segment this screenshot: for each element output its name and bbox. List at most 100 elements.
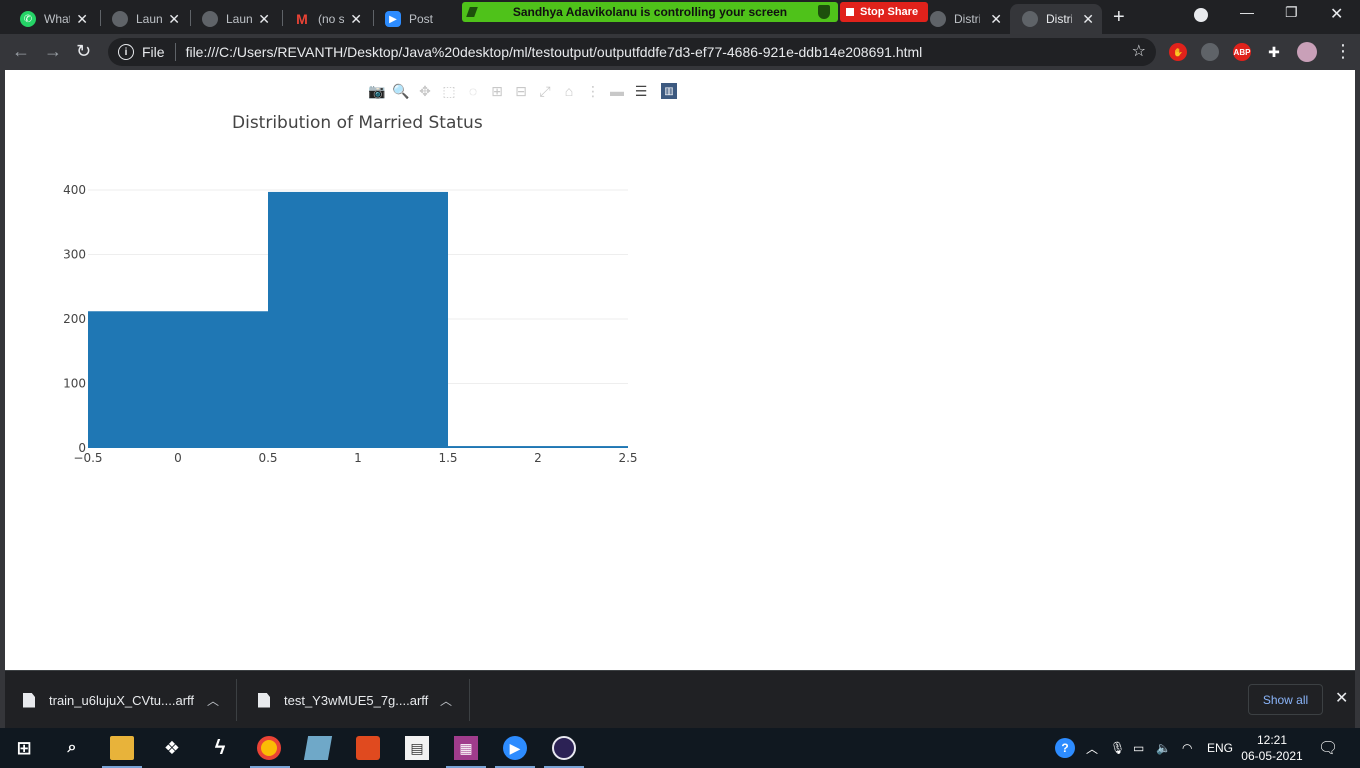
sourcetree-icon[interactable]: ϟ xyxy=(214,736,226,759)
tab-gmail[interactable]: M (no subject) ✕ xyxy=(282,4,370,34)
clock[interactable]: 12:21 06-05-2021 xyxy=(1240,732,1304,764)
microphone-icon[interactable]: 🎙 xyxy=(1110,741,1126,755)
eclipse-icon[interactable] xyxy=(552,736,576,760)
scheme-label: File xyxy=(142,44,165,60)
puzzle-icon[interactable]: ✚ xyxy=(1268,43,1280,60)
tab-distribution-1[interactable]: Distribution ✕ xyxy=(918,4,1010,34)
bookmark-star-icon[interactable]: ☆ xyxy=(1131,43,1146,60)
download-item[interactable]: test_Y3wMUE5_7g....arff ︿ xyxy=(258,671,452,729)
y-tick-label: 0 xyxy=(78,441,86,455)
new-tab-button[interactable]: + xyxy=(1113,6,1125,28)
zoom-in-icon[interactable]: ⊞ xyxy=(491,82,503,99)
hover-closest-icon[interactable]: ▬ xyxy=(610,83,624,99)
search-icon[interactable]: ⌕ xyxy=(67,739,77,756)
downloads-bar: train_u6lujuX_CVtu....arff ︿ test_Y3wMUE… xyxy=(5,670,1355,728)
volume-icon[interactable]: 🔈 xyxy=(1156,741,1171,755)
close-icon[interactable]: ✕ xyxy=(990,11,1002,27)
chevron-up-icon[interactable]: ︿ xyxy=(440,693,453,708)
pan-icon[interactable]: ✥ xyxy=(419,82,431,99)
address-bar[interactable]: i File file:///C:/Users/REVANTH/Desktop/… xyxy=(108,38,1156,66)
tab-launch-meeting-2[interactable]: Launch Meeting ✕ xyxy=(190,4,278,34)
forward-button[interactable]: → xyxy=(44,41,62,61)
battery-icon[interactable]: ▭ xyxy=(1133,741,1145,755)
tab-title: Distribution xyxy=(1046,12,1072,26)
minimize-button[interactable]: — xyxy=(1240,4,1254,20)
taskbar: ⊞ ⌕ ❖ ϟ ▤ ▦ ▶ ? ︿ 🎙 ▭ 🔈 ◠ ENG 12:21 06-0… xyxy=(0,728,1360,768)
histogram-bar[interactable] xyxy=(448,446,628,448)
wifi-icon[interactable]: ◠ xyxy=(1182,741,1193,755)
zoom-out-icon[interactable]: ⊟ xyxy=(515,82,527,99)
download-item[interactable]: train_u6lujuX_CVtu....arff ︿ xyxy=(23,671,219,729)
autoscale-icon[interactable]: ⤢ xyxy=(539,82,551,99)
winrar-icon[interactable]: ▦ xyxy=(454,736,478,760)
tab-title: Post xyxy=(409,12,434,26)
chevron-up-icon[interactable]: ︿ xyxy=(1086,741,1099,756)
notifications-icon[interactable]: 🗨 xyxy=(1318,740,1339,757)
globe-icon[interactable] xyxy=(1201,43,1219,61)
box-select-icon[interactable]: ⬚ xyxy=(442,82,456,99)
plotly-logo-icon[interactable]: ▥ xyxy=(661,83,677,99)
close-icon[interactable]: ✕ xyxy=(1082,11,1094,27)
hover-compare-icon[interactable]: ☰ xyxy=(634,82,648,99)
whatsapp-icon: ✆ xyxy=(20,11,36,27)
file-explorer-icon[interactable] xyxy=(110,736,134,760)
notes-app-icon[interactable] xyxy=(303,736,333,760)
windows-start-icon[interactable]: ⊞ xyxy=(16,737,32,758)
home-icon[interactable]: ⌂ xyxy=(564,83,574,99)
y-tick-label: 400 xyxy=(63,183,86,197)
x-tick-label: 0 xyxy=(174,451,182,465)
tab-search-icon[interactable] xyxy=(1194,8,1208,22)
tab-distribution-active[interactable]: Distribution ✕ xyxy=(1010,4,1102,34)
url-text[interactable]: file:///C:/Users/REVANTH/Desktop/Java%20… xyxy=(185,44,923,60)
close-icon[interactable]: ✕ xyxy=(350,11,362,27)
close-window-button[interactable]: ✕ xyxy=(1330,6,1344,23)
office-icon[interactable] xyxy=(356,736,380,760)
menu-kebab-icon[interactable]: ⋮ xyxy=(1334,41,1352,61)
file-icon xyxy=(258,692,270,708)
python-file-icon[interactable]: ▤ xyxy=(405,736,429,760)
info-icon[interactable]: i xyxy=(118,44,134,60)
show-all-button[interactable]: Show all xyxy=(1248,684,1323,715)
help-icon[interactable]: ? xyxy=(1055,728,1075,768)
histogram-bar[interactable] xyxy=(268,191,448,448)
camera-icon[interactable]: 📷 xyxy=(368,82,386,99)
adblock-icon[interactable]: ABP xyxy=(1233,43,1251,61)
x-tick-label: 2 xyxy=(534,451,542,465)
tab-title: Distribution xyxy=(954,12,980,26)
close-icon[interactable]: ✕ xyxy=(1335,690,1349,707)
reload-button[interactable]: ↻ xyxy=(76,41,92,61)
globe-icon xyxy=(112,11,128,27)
tab-zoom-post[interactable]: ▶ Post xyxy=(373,4,461,34)
spike-lines-icon[interactable]: ⋮ xyxy=(586,82,600,99)
lasso-select-icon[interactable]: ◌ xyxy=(468,83,478,99)
hand-stop-icon[interactable]: ✋ xyxy=(1169,43,1187,61)
zoom-icon: ▶ xyxy=(385,11,401,27)
x-tick-label: 0.5 xyxy=(258,451,277,465)
stop-share-button[interactable]: Stop Share xyxy=(840,2,928,22)
x-tick-label: −0.5 xyxy=(73,451,102,465)
tab-whatsapp[interactable]: ✆ WhatsApp ✕ xyxy=(8,4,96,34)
page-content: 📷 🔍 ✥ ⬚ ◌ ⊞ ⊟ ⤢ ⌂ ⋮ ▬ ☰ ▥ Distribution o… xyxy=(5,70,1355,670)
chevron-up-icon[interactable]: ︿ xyxy=(207,693,220,708)
restore-button[interactable]: ❐ xyxy=(1285,4,1298,20)
close-icon[interactable]: ✕ xyxy=(168,11,180,27)
profile-avatar-icon[interactable] xyxy=(1297,42,1317,62)
browser-toolbar: ← → ↻ i File file:///C:/Users/REVANTH/De… xyxy=(0,34,1360,70)
tab-strip: ✆ WhatsApp ✕ Launch Meeting ✕ Launch Mee… xyxy=(0,0,1360,34)
histogram-bar[interactable] xyxy=(88,311,268,448)
close-icon[interactable]: ✕ xyxy=(76,11,88,27)
clock-date: 06-05-2021 xyxy=(1241,749,1303,763)
zoom-icon[interactable]: 🔍 xyxy=(392,82,410,99)
zoom-icon[interactable]: ▶ xyxy=(503,736,527,760)
clock-time: 12:21 xyxy=(1256,733,1288,747)
close-icon[interactable]: ✕ xyxy=(258,11,270,27)
dropbox-icon[interactable]: ❖ xyxy=(163,737,181,758)
tab-title: WhatsApp xyxy=(44,12,70,26)
chrome-icon[interactable] xyxy=(257,736,281,760)
stop-icon xyxy=(846,8,854,16)
back-button[interactable]: ← xyxy=(12,41,30,61)
language-indicator[interactable]: ENG xyxy=(1207,741,1234,755)
shield-icon xyxy=(818,5,830,19)
tab-launch-meeting-1[interactable]: Launch Meeting ✕ xyxy=(100,4,188,34)
